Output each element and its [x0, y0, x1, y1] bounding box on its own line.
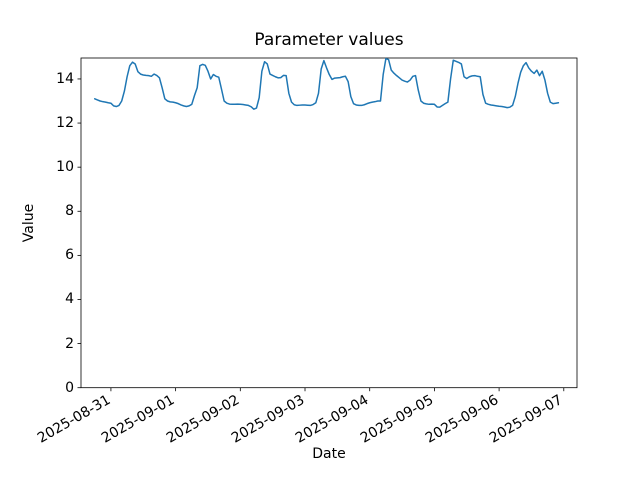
y-tick-label: 4 [65, 291, 74, 308]
y-tick-label: 14 [56, 70, 74, 87]
y-tick-label: 0 [65, 379, 74, 396]
y-tick-label: 10 [56, 159, 74, 176]
y-tick-label: 8 [65, 203, 74, 220]
x-axis-label: Date [312, 446, 346, 462]
data-line [94, 57, 560, 110]
y-tick-label: 12 [56, 115, 74, 132]
y-tick-label: 2 [65, 335, 74, 352]
plot-border [80, 57, 578, 389]
y-tick-label: 6 [65, 247, 74, 264]
y-axis-label: Value [21, 203, 37, 243]
chart-title: Parameter values [254, 30, 404, 50]
